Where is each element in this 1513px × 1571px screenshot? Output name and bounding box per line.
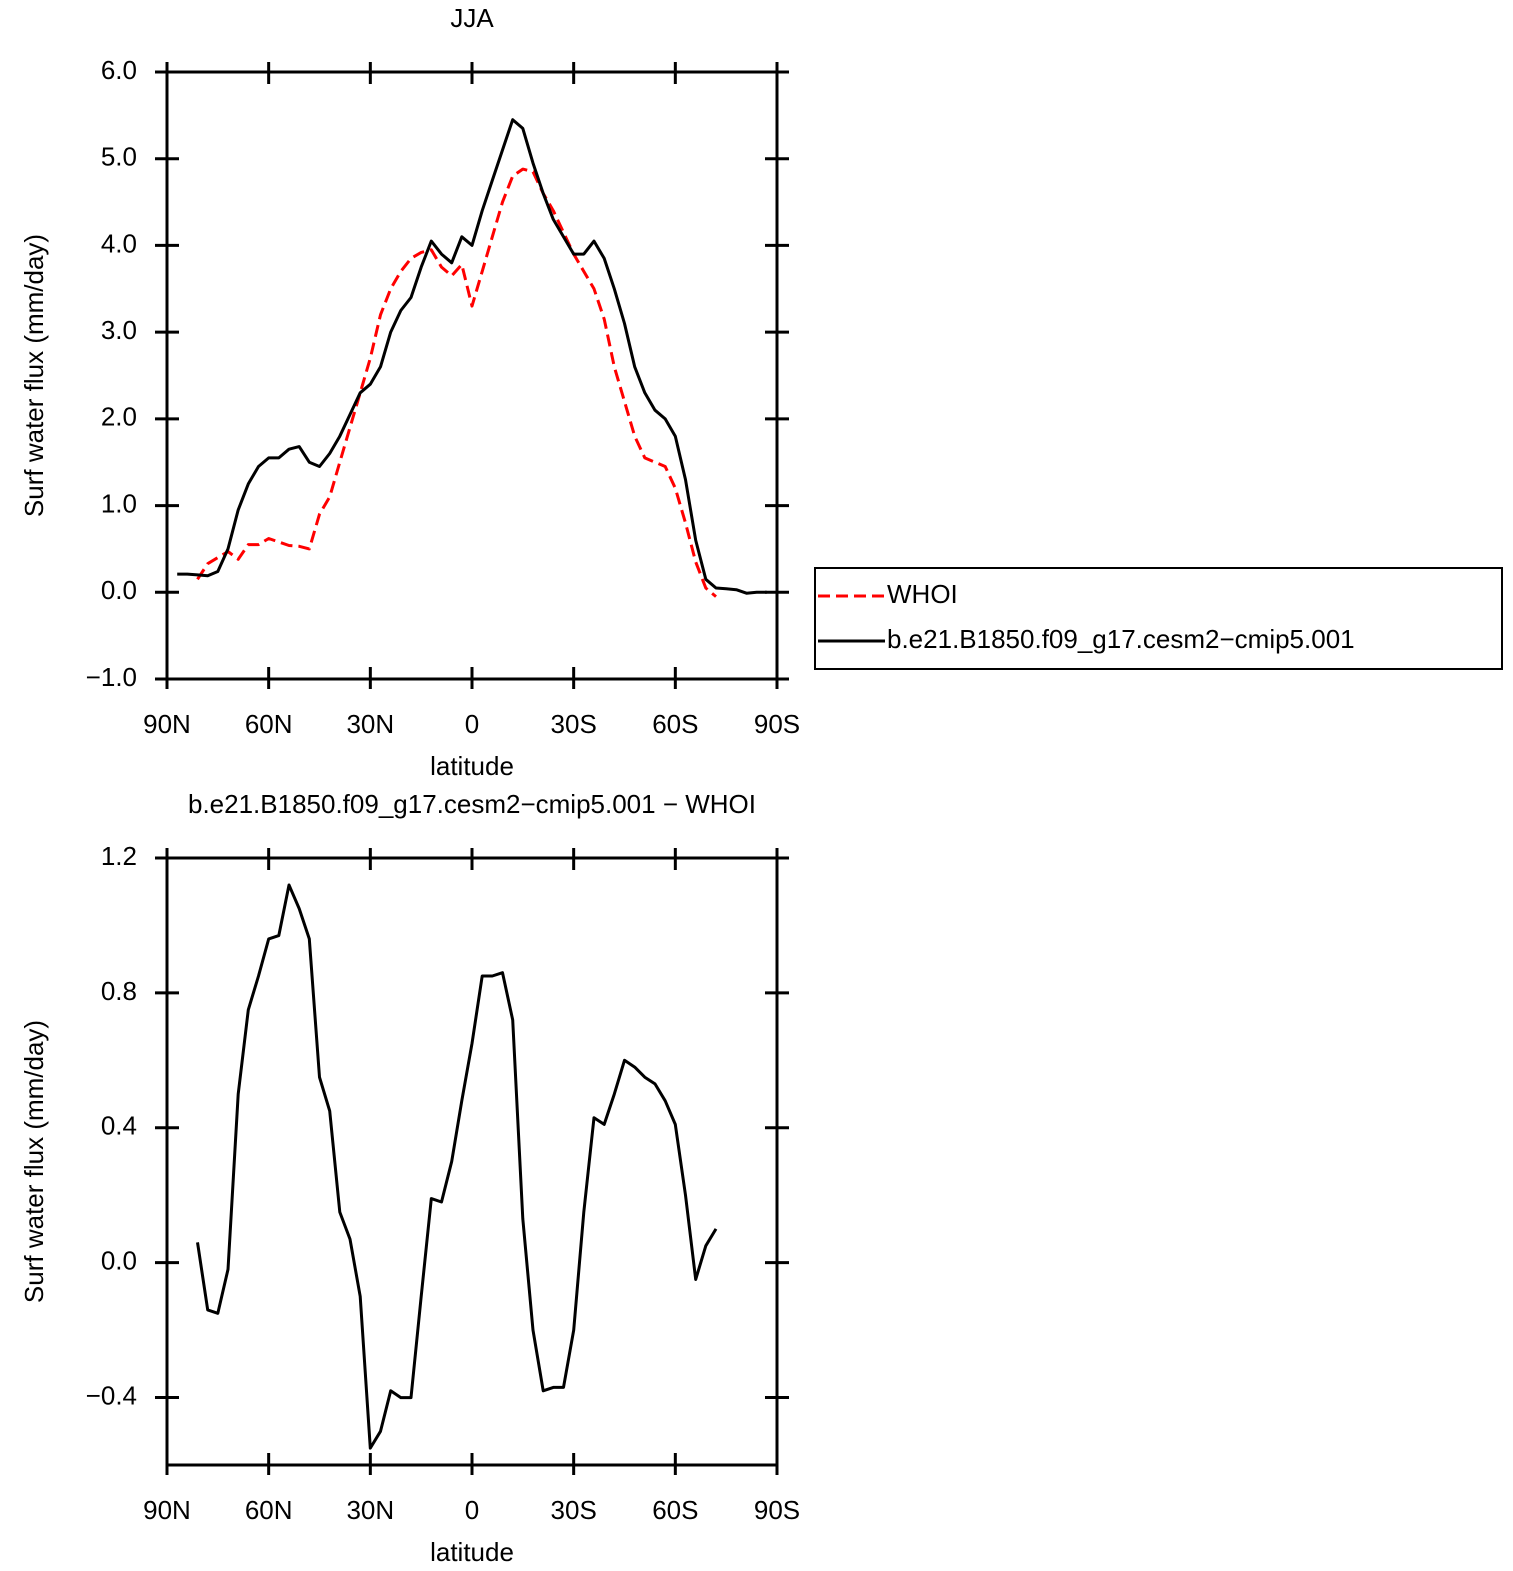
y-tick-label: −1.0 (86, 662, 137, 692)
y-tick-label: 4.0 (101, 228, 137, 258)
x-tick-label: 30S (551, 709, 597, 739)
y-axis-label: Surf water flux (mm/day) (19, 1020, 49, 1303)
y-tick-label: 3.0 (101, 315, 137, 345)
x-tick-label: 60N (245, 709, 293, 739)
y-tick-label: 0.0 (101, 1246, 137, 1276)
x-tick-label: 90N (143, 709, 191, 739)
x-tick-label: 60N (245, 1495, 293, 1525)
data-line (196, 883, 718, 1450)
y-tick-label: 2.0 (101, 402, 137, 432)
data-line (177, 118, 767, 595)
y-tick-label: 5.0 (101, 142, 137, 172)
x-axis-label: latitude (430, 1537, 514, 1567)
y-axis-label: Surf water flux (mm/day) (19, 234, 49, 517)
y-tick-label: 1.2 (101, 841, 137, 871)
y-tick-label: −0.4 (86, 1380, 137, 1410)
x-tick-label: 30S (551, 1495, 597, 1525)
x-tick-label: 90S (754, 1495, 800, 1525)
x-tick-label: 60S (652, 1495, 698, 1525)
x-tick-label: 0 (465, 1495, 479, 1525)
legend-label: WHOI (887, 579, 958, 609)
plot-frame (165, 856, 779, 1467)
plot-frame (165, 70, 779, 681)
y-tick-label: 0.8 (101, 976, 137, 1006)
x-tick-label: 90S (754, 709, 800, 739)
y-tick-label: 6.0 (101, 55, 137, 85)
data-line (196, 167, 717, 598)
legend-label: b.e21.B1850.f09_g17.cesm2−cmip5.001 (887, 624, 1355, 654)
x-tick-label: 30N (346, 709, 394, 739)
y-tick-label: 0.4 (101, 1111, 137, 1141)
x-tick-label: 0 (465, 709, 479, 739)
legend-box (814, 567, 1503, 670)
y-tick-label: 0.0 (101, 575, 137, 605)
chart-title: JJA (450, 3, 494, 33)
y-tick-label: 1.0 (101, 488, 137, 518)
x-tick-label: 90N (143, 1495, 191, 1525)
x-tick-label: 30N (346, 1495, 394, 1525)
x-tick-label: 60S (652, 709, 698, 739)
chart-title: b.e21.B1850.f09_g17.cesm2−cmip5.001 − WH… (188, 789, 756, 819)
x-axis-label: latitude (430, 751, 514, 781)
